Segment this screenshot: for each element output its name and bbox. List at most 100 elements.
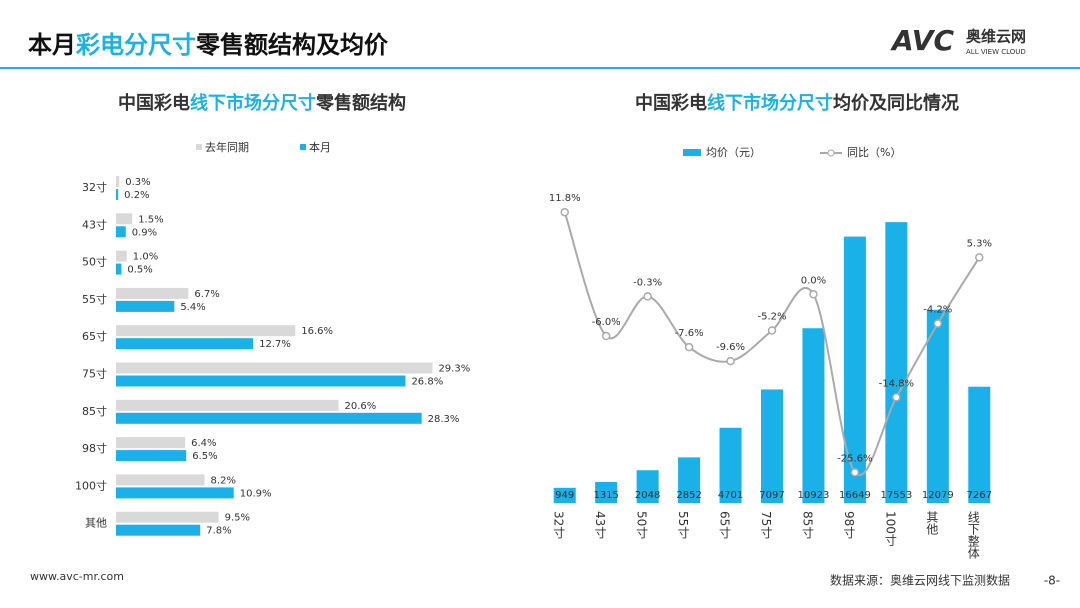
value-label: 29.3% bbox=[438, 364, 470, 375]
bar bbox=[116, 176, 120, 187]
line-point bbox=[892, 393, 901, 402]
value-label: 11.8% bbox=[549, 193, 581, 204]
bar bbox=[595, 481, 618, 503]
x-tick-label: 43寸 bbox=[593, 511, 607, 538]
value-label: 8.2% bbox=[211, 475, 236, 486]
bar bbox=[885, 222, 908, 504]
bar bbox=[116, 250, 127, 262]
line-point bbox=[809, 290, 818, 299]
value-label: 1.0% bbox=[133, 252, 158, 263]
value-label: -9.6% bbox=[716, 342, 745, 353]
bar bbox=[678, 457, 701, 503]
bar bbox=[116, 325, 296, 337]
source: 数据来源：奥维云网线下监测数据 bbox=[830, 573, 1010, 588]
bar bbox=[116, 287, 189, 299]
y-tick-label: 100寸 bbox=[75, 478, 107, 492]
title-part: 零售额结构及均价 bbox=[195, 31, 389, 59]
x-tick-label: 75寸 bbox=[759, 511, 773, 538]
logo-cn: 奥维云网 bbox=[966, 28, 1026, 46]
x-tick-label: 55寸 bbox=[676, 511, 690, 538]
bar bbox=[116, 474, 205, 486]
legend-swatch bbox=[300, 144, 306, 150]
bar bbox=[116, 226, 126, 238]
y-tick-label: 32寸 bbox=[82, 180, 107, 194]
value-label: 5.3% bbox=[967, 238, 992, 249]
y-tick-label: 98寸 bbox=[82, 441, 107, 455]
line-point bbox=[975, 253, 984, 262]
value-label: 10923 bbox=[798, 490, 830, 501]
value-label: 6.5% bbox=[192, 451, 217, 462]
value-label: 7097 bbox=[759, 490, 784, 501]
bar bbox=[719, 427, 742, 503]
line-point bbox=[933, 319, 943, 328]
bar bbox=[636, 470, 659, 503]
bar bbox=[116, 263, 122, 275]
value-label: -6.0% bbox=[592, 317, 621, 328]
value-label: 12.7% bbox=[259, 339, 291, 350]
x-tick-label: 100寸 bbox=[883, 511, 897, 546]
x-tick-label: 线下整体 bbox=[966, 511, 980, 560]
title-part: 线下市场分尺寸 bbox=[190, 92, 316, 114]
value-label: -25.6% bbox=[837, 453, 872, 464]
line-point bbox=[643, 292, 652, 301]
bar bbox=[968, 386, 991, 503]
title-part: 线下市场分尺寸 bbox=[707, 92, 833, 114]
chart-title: 中国彩电线下市场分尺寸均价及同比情况 bbox=[635, 92, 959, 114]
value-label: 28.3% bbox=[428, 414, 460, 425]
title-part: 彩电分尺寸 bbox=[75, 31, 196, 59]
line-point bbox=[850, 468, 860, 477]
value-label: 7267 bbox=[967, 490, 992, 501]
y-tick-label: 50寸 bbox=[82, 255, 107, 269]
title-part: 本月 bbox=[28, 31, 76, 59]
bar bbox=[802, 328, 825, 503]
value-label: 12079 bbox=[922, 490, 954, 501]
x-tick-label: 98寸 bbox=[842, 511, 856, 538]
value-label: 1.5% bbox=[138, 214, 163, 225]
bar bbox=[116, 412, 422, 424]
line-point bbox=[560, 207, 569, 217]
value-label: 17553 bbox=[880, 490, 912, 501]
bar bbox=[116, 300, 175, 312]
title-part: 中国彩电 bbox=[118, 92, 190, 114]
bar bbox=[116, 375, 406, 387]
slide-title: 本月彩电分尺寸零售额结构及均价 bbox=[28, 31, 389, 59]
value-label: 1315 bbox=[593, 490, 618, 501]
logo: AVC bbox=[890, 24, 954, 57]
value-label: 26.8% bbox=[411, 377, 443, 388]
value-label: 0.2% bbox=[124, 190, 149, 201]
value-label: -4.2% bbox=[923, 305, 952, 316]
title-part: 零售额结构 bbox=[315, 92, 406, 114]
x-tick-label: 50寸 bbox=[635, 511, 649, 538]
value-label: -5.2% bbox=[757, 311, 786, 322]
x-tick-label: 32寸 bbox=[552, 511, 566, 538]
legend-label: 均价（元） bbox=[706, 146, 761, 159]
value-label: 20.6% bbox=[344, 401, 376, 412]
line-point bbox=[601, 331, 611, 341]
value-label: 2852 bbox=[676, 490, 701, 501]
value-label: 6.7% bbox=[194, 289, 219, 300]
bar bbox=[116, 338, 254, 350]
x-tick-label: 65寸 bbox=[718, 511, 732, 538]
title-part: 均价及同比情况 bbox=[833, 92, 959, 114]
value-label: 0.5% bbox=[127, 265, 152, 276]
bar bbox=[116, 213, 133, 225]
y-tick-label: 55寸 bbox=[82, 292, 107, 306]
value-label: 2048 bbox=[635, 490, 660, 501]
value-label: 16649 bbox=[839, 490, 871, 501]
value-label: -0.3% bbox=[633, 277, 662, 288]
value-label: 9.5% bbox=[225, 513, 250, 524]
y-tick-label: 75寸 bbox=[82, 367, 107, 381]
bar bbox=[116, 511, 219, 523]
line-point bbox=[726, 356, 735, 366]
x-tick-label: 其他 bbox=[925, 511, 939, 535]
bar bbox=[843, 236, 866, 503]
value-label: -7.6% bbox=[675, 328, 704, 339]
bar bbox=[553, 487, 576, 503]
line-point bbox=[684, 342, 694, 352]
bar bbox=[116, 362, 433, 374]
bar bbox=[116, 189, 119, 200]
value-label: 16.6% bbox=[301, 326, 333, 337]
legend-label: 去年同期 bbox=[205, 140, 249, 154]
title-part: 中国彩电 bbox=[635, 92, 707, 114]
x-tick-label: 85寸 bbox=[800, 511, 814, 538]
